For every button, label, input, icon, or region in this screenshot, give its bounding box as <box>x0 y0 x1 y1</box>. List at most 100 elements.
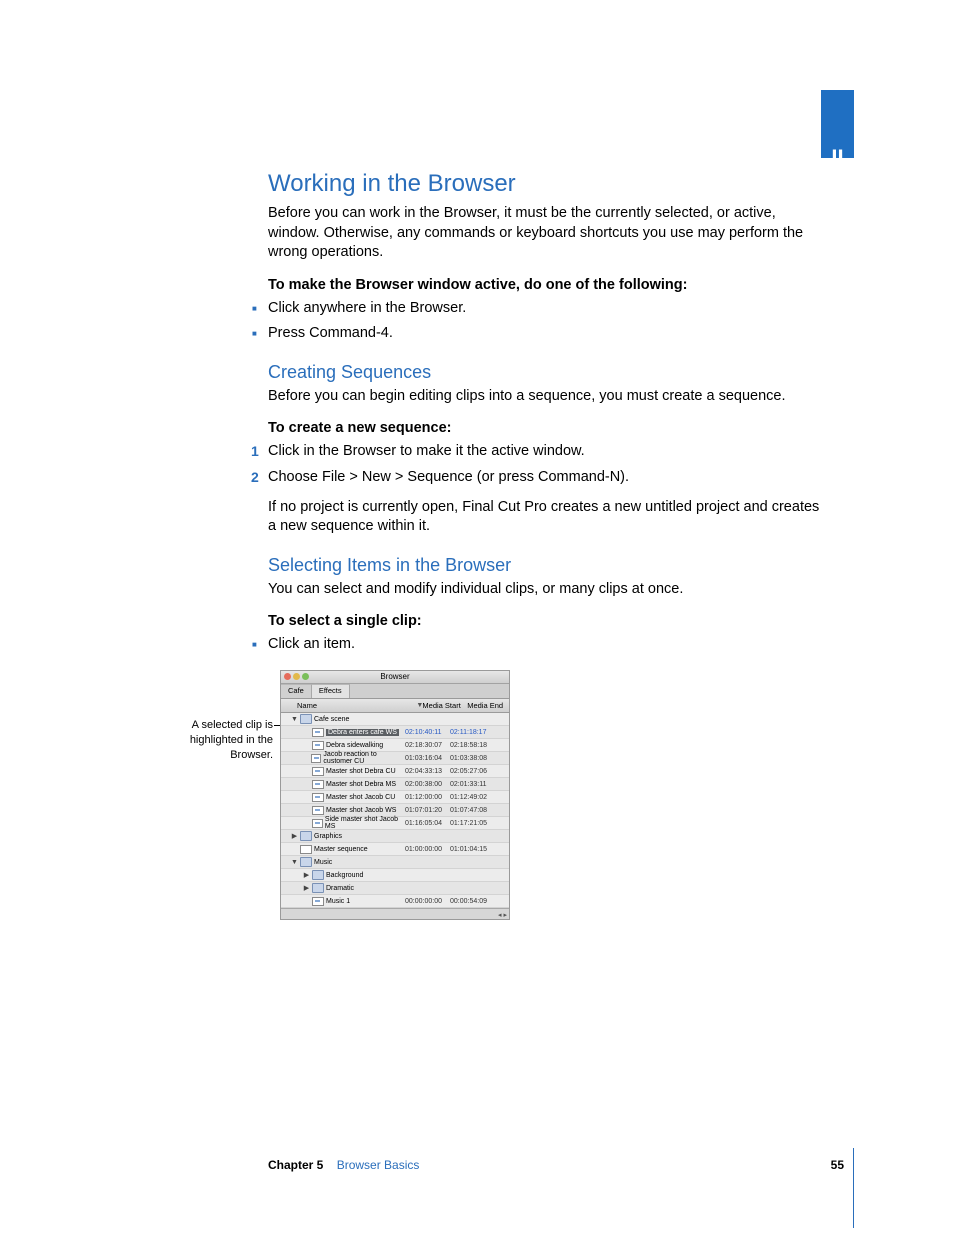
row-name-cell: ▼ Music <box>281 857 405 867</box>
browser-row[interactable]: Side master shot Jacob MS01:16:05:0401:1… <box>281 817 509 830</box>
list-item: Click an item. <box>268 635 828 655</box>
page-footer: Chapter 5 Browser Basics 55 <box>268 1158 844 1172</box>
row-media-start: 02:18:30:07 <box>405 742 450 749</box>
sequence-icon <box>300 845 312 854</box>
row-media-start: 02:04:33:13 <box>405 768 450 775</box>
row-name-cell: Master shot Jacob CU <box>281 793 405 802</box>
clip-icon <box>312 793 324 802</box>
row-media-end: 01:17:21:05 <box>450 820 492 827</box>
window-title: Browser <box>380 672 409 681</box>
browser-row[interactable]: Master shot Debra MS02:00:38:0002:01:33:… <box>281 778 509 791</box>
row-media-start: 02:10:40:11 <box>405 729 450 736</box>
clip-icon <box>312 897 324 906</box>
footer-chapter-label: Chapter 5 <box>268 1158 323 1172</box>
heading-working-in-browser: Working in the Browser <box>268 170 828 198</box>
browser-row[interactable]: Debra enters cafe WS 02:10:40:1102:11:18:… <box>281 726 509 739</box>
browser-list[interactable]: ▼Cafe scene Debra enters cafe WS 02:10:40:… <box>281 713 509 908</box>
browser-row[interactable]: ▼Cafe scene <box>281 713 509 726</box>
disclosure-triangle-icon[interactable]: ▼ <box>291 716 298 723</box>
row-media-end: 01:01:04:15 <box>450 846 492 853</box>
disclosure-triangle-icon[interactable]: ▶ <box>291 832 298 840</box>
select-single-list: Click an item. <box>268 635 828 655</box>
browser-row[interactable]: Master shot Debra CU02:04:33:1302:05:27:… <box>281 765 509 778</box>
browser-row[interactable]: ▶Graphics <box>281 830 509 843</box>
part-tab: II <box>821 90 854 158</box>
browser-window-figure: Browser Cafe Effects Name ▼ Media Start … <box>280 670 508 920</box>
create-lead: To create a new sequence: <box>268 420 828 436</box>
heading-creating-sequences: Creating Sequences <box>268 362 828 383</box>
intro-paragraph: Before you can work in the Browser, it m… <box>268 204 828 263</box>
row-label: Side master shot Jacob MS <box>325 816 405 830</box>
make-active-lead: To make the Browser window active, do on… <box>268 277 828 293</box>
selecting-intro: You can select and modify individual cli… <box>268 580 828 600</box>
row-name-cell: ▶ Background <box>281 870 405 880</box>
row-media-end: 01:03:38:08 <box>450 755 492 762</box>
bin-icon <box>312 883 324 893</box>
row-media-end: 02:18:58:18 <box>450 742 492 749</box>
row-label: Master shot Jacob WS <box>326 807 396 814</box>
browser-row[interactable]: ▶ Background <box>281 869 509 882</box>
project-tabs: Cafe Effects <box>281 684 509 699</box>
page-content: Working in the Browser Before you can wo… <box>268 170 828 665</box>
step-number: 1 <box>251 442 259 461</box>
bin-icon <box>300 831 312 841</box>
row-name-cell: Side master shot Jacob MS <box>281 816 405 830</box>
row-label: Background <box>326 872 363 879</box>
row-label: Jacob reaction to customer CU <box>323 751 405 765</box>
row-media-start: 01:07:01:20 <box>405 807 450 814</box>
tab-effects[interactable]: Effects <box>312 684 350 698</box>
minimize-icon[interactable] <box>293 673 300 680</box>
disclosure-triangle-icon[interactable]: ▶ <box>303 871 310 879</box>
list-item: Click anywhere in the Browser. <box>268 299 828 319</box>
row-name-cell: Debra sidewalking <box>281 741 405 750</box>
row-label: Master shot Debra CU <box>326 768 396 775</box>
row-label: Music <box>314 859 332 866</box>
browser-row[interactable]: Master sequence01:00:00:0001:01:04:15 <box>281 843 509 856</box>
clip-icon <box>312 741 324 750</box>
row-name-cell: Master shot Debra CU <box>281 767 405 776</box>
clip-icon <box>312 767 324 776</box>
row-name-cell: ▼Cafe scene <box>281 714 405 724</box>
row-media-end: 01:12:49:02 <box>450 794 492 801</box>
row-name-cell: Master sequence <box>281 845 405 854</box>
bin-icon <box>312 870 324 880</box>
row-media-start: 01:16:05:04 <box>405 820 450 827</box>
make-active-list: Click anywhere in the Browser. Press Com… <box>268 299 828 344</box>
footer-page-number: 55 <box>831 1158 844 1172</box>
browser-row[interactable]: Jacob reaction to customer CU01:03:16:04… <box>281 752 509 765</box>
scroll-arrows-icon[interactable]: ◂ ▸ <box>498 911 507 919</box>
figure-callout: A selected clip is highlighted in the Br… <box>163 718 273 763</box>
row-name-cell: Master shot Jacob WS <box>281 806 405 815</box>
disclosure-triangle-icon[interactable]: ▶ <box>303 884 310 892</box>
close-icon[interactable] <box>284 673 291 680</box>
column-header-name[interactable]: Name <box>281 701 416 710</box>
browser-row[interactable]: Music 100:00:00:0000:00:54:09 <box>281 895 509 908</box>
row-name-cell: Debra enters cafe WS <box>281 728 405 737</box>
row-label: Debra sidewalking <box>326 742 383 749</box>
row-media-end: 00:00:54:09 <box>450 898 492 905</box>
list-item: Press Command-4. <box>268 324 828 344</box>
bin-icon <box>300 714 312 724</box>
clip-icon <box>312 819 323 828</box>
disclosure-triangle-icon[interactable]: ▼ <box>291 859 298 866</box>
row-media-end: 02:11:18:17 <box>450 729 492 736</box>
row-name-cell: ▶ Dramatic <box>281 883 405 893</box>
step-text: Choose File > New > Sequence (or press C… <box>268 469 629 485</box>
row-label: Dramatic <box>326 885 354 892</box>
browser-row[interactable]: ▶ Dramatic <box>281 882 509 895</box>
row-label: Master sequence <box>314 846 368 853</box>
tab-cafe[interactable]: Cafe <box>281 684 312 698</box>
row-label: Debra enters cafe WS <box>326 729 399 736</box>
select-single-lead: To select a single clip: <box>268 613 828 629</box>
column-header-media-end[interactable]: Media End <box>467 701 509 710</box>
row-name-cell: Master shot Debra MS <box>281 780 405 789</box>
zoom-icon[interactable] <box>302 673 309 680</box>
column-header-media-start[interactable]: Media Start <box>422 701 467 710</box>
row-label: Master shot Debra MS <box>326 781 396 788</box>
browser-row[interactable]: Master shot Jacob CU01:12:00:0001:12:49:… <box>281 791 509 804</box>
browser-row[interactable]: ▼ Music <box>281 856 509 869</box>
row-name-cell: ▶Graphics <box>281 831 405 841</box>
create-note: If no project is currently open, Final C… <box>268 498 828 537</box>
row-label: Music 1 <box>326 898 350 905</box>
window-titlebar: Browser <box>281 671 509 684</box>
